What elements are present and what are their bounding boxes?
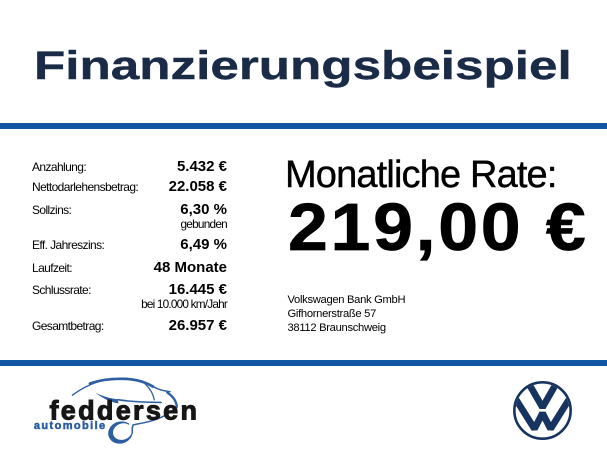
svg-text:feddersen: feddersen bbox=[50, 395, 200, 425]
svg-text:automobile: automobile bbox=[34, 420, 107, 432]
